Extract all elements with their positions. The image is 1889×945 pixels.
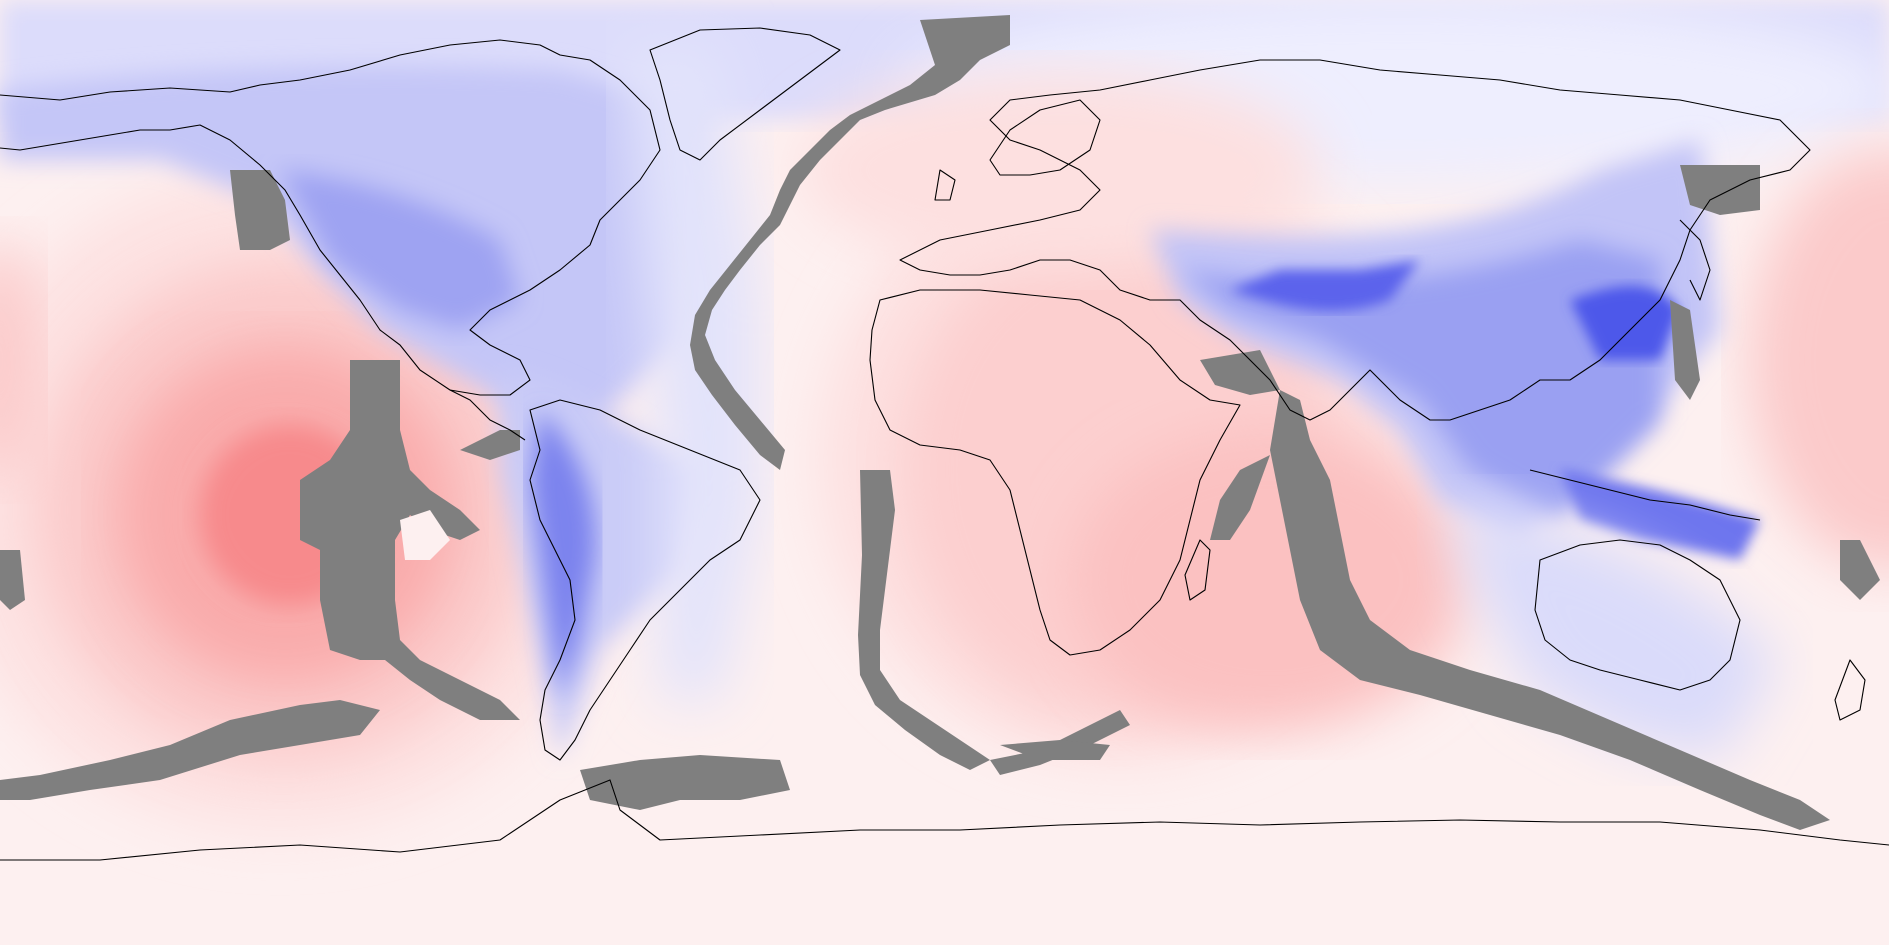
coastline-australia xyxy=(1534,539,1741,691)
coastline-south-america xyxy=(529,399,761,761)
masked-bands xyxy=(0,15,1880,830)
coastline-madagascar xyxy=(1184,539,1211,601)
coastline-indonesia xyxy=(1529,469,1761,521)
coastline-antarctica xyxy=(0,779,1889,861)
coastline-new-zealand xyxy=(1834,659,1866,721)
coastline-north-america xyxy=(0,39,661,396)
coastline-greenland xyxy=(649,27,841,161)
coastline-eurasia xyxy=(899,59,1811,421)
coastline-africa xyxy=(869,289,1241,656)
coastline-japan xyxy=(1679,219,1711,301)
coastline-british-isles xyxy=(934,169,956,201)
coastline-central-america xyxy=(449,389,526,441)
coastlines xyxy=(0,27,1889,861)
coastline-scandinavia xyxy=(989,99,1101,176)
